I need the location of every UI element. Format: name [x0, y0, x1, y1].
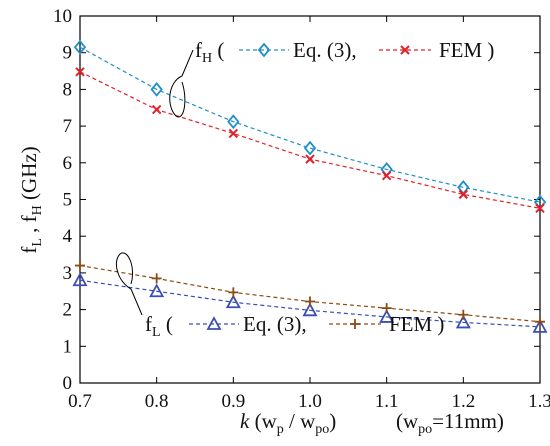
- annotations: fH ( Eq. (3), FEM ) fL ( Eq. (3), FEM ): [116, 38, 494, 340]
- x-tick-label: 1.1: [375, 391, 399, 412]
- annotation-label: fH (: [195, 38, 224, 66]
- y-tick-label: 3: [63, 263, 73, 284]
- data-point: [302, 302, 318, 317]
- legend-marker: [206, 316, 222, 330]
- data-point: [303, 140, 317, 156]
- x-tick-label: 0.8: [145, 391, 169, 412]
- pointer-line: [181, 49, 194, 77]
- y-tick-label: 9: [63, 43, 73, 64]
- data-point: [305, 296, 315, 307]
- legend-label: Eq. (3),: [243, 312, 307, 336]
- y-tick-label: 5: [63, 190, 73, 211]
- y-tick-label: 8: [63, 79, 73, 100]
- legend-label: FEM ): [389, 312, 444, 336]
- y-tick-label: 7: [63, 116, 73, 137]
- annotation-label: fL (: [145, 312, 173, 340]
- data-point: [381, 303, 392, 314]
- data-point: [150, 81, 163, 97]
- series-fH-x: [75, 67, 545, 214]
- x-axis-label: k (wp / wpo): [240, 409, 336, 437]
- data-point: [379, 309, 395, 323]
- series-fL-plus: [75, 260, 545, 327]
- series-layer: [72, 39, 548, 333]
- data-point: [227, 114, 240, 130]
- x-tick-label: 1.3: [528, 391, 550, 412]
- data-point: [228, 128, 239, 139]
- legend-marker: [350, 319, 360, 329]
- data-point: [75, 260, 85, 271]
- data-point: [535, 203, 545, 214]
- x-tick-label: 0.7: [68, 391, 92, 412]
- x-axis-note: (wpo=11mm): [396, 409, 504, 437]
- x-tick-label: 0.9: [221, 391, 245, 412]
- y-tick-label: 2: [63, 300, 73, 321]
- data-point: [228, 287, 239, 298]
- annotation-fH: fH ( Eq. (3), FEM ): [169, 38, 494, 118]
- data-point: [458, 189, 469, 200]
- data-point: [75, 67, 85, 77]
- y-tick-label: 6: [63, 153, 73, 174]
- data-point: [535, 316, 545, 327]
- y-axis-label: fL , fH (GHz): [17, 146, 45, 253]
- data-point: [151, 273, 162, 284]
- y-tick-label: 0: [63, 373, 73, 394]
- data-point: [149, 283, 165, 298]
- series-line: [79, 46, 541, 203]
- brace: [169, 75, 186, 118]
- y-tick-label: 10: [53, 6, 72, 27]
- series-line: [79, 279, 541, 328]
- y-tick-label: 4: [63, 226, 73, 247]
- data-point: [532, 318, 548, 333]
- legend-marker: [400, 45, 410, 55]
- legend-marker: [257, 42, 271, 58]
- y-tick-label: 1: [63, 336, 73, 357]
- legend-label: Eq. (3),: [293, 38, 357, 62]
- data-point: [305, 154, 315, 164]
- series-fH-diamond: [73, 39, 547, 210]
- series-fL-triangle: [72, 272, 548, 333]
- data-point: [73, 39, 87, 55]
- series-line: [79, 71, 541, 209]
- legend-label: FEM ): [439, 38, 494, 62]
- data-point: [458, 309, 469, 320]
- pointer-line: [130, 288, 143, 316]
- annotation-fL: fL ( Eq. (3), FEM ): [116, 252, 444, 340]
- brace: [116, 252, 134, 290]
- data-point: [151, 104, 162, 115]
- data-point: [455, 314, 471, 329]
- data-point: [381, 170, 392, 181]
- x-tick-label: 1.0: [298, 391, 322, 412]
- x-tick-label: 1.2: [451, 391, 475, 412]
- axis-ticks: 0 1 2 3 4 5 6 7 8 9 10 0.7 0.8 0.9 1.0 1.1 1.2 1.3: [53, 6, 550, 412]
- data-point: [72, 272, 88, 287]
- data-point: [225, 294, 241, 309]
